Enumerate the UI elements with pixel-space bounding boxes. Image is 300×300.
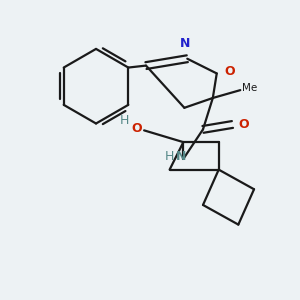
Text: O: O (225, 65, 235, 78)
Text: H: H (165, 150, 174, 164)
Text: Me: Me (242, 83, 257, 93)
Text: H: H (120, 114, 129, 127)
Text: O: O (131, 122, 142, 135)
Text: N: N (180, 37, 190, 50)
Text: N: N (176, 150, 187, 164)
Text: O: O (238, 118, 249, 131)
